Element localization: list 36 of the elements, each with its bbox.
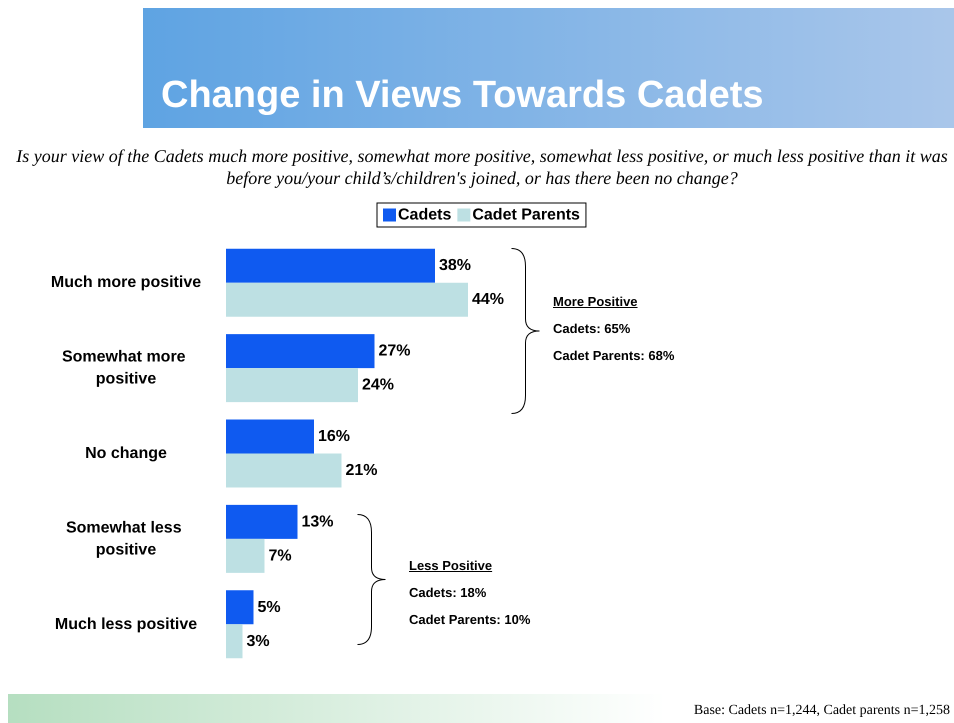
y-tick-label: Much more positive bbox=[50, 274, 202, 292]
bar bbox=[226, 624, 242, 658]
y-tick-label: Much less positive bbox=[54, 616, 198, 633]
y-tick-label: No change bbox=[85, 445, 167, 462]
bar bbox=[226, 454, 342, 488]
text: Base: Cadets n=1,244, Cadet parents n=1,258 bbox=[694, 703, 950, 719]
data-label: 16% bbox=[318, 428, 350, 445]
annotation: Cadets: 18% bbox=[409, 585, 488, 600]
data-label: 27% bbox=[378, 342, 411, 360]
data-label: 3% bbox=[246, 632, 270, 650]
bar bbox=[226, 248, 435, 283]
bar bbox=[226, 590, 254, 624]
data-label: 38% bbox=[439, 257, 472, 274]
y-tick-label: Somewhat more positive bbox=[62, 348, 190, 388]
data-label: 24% bbox=[362, 376, 394, 394]
text: More Positive bbox=[553, 294, 639, 309]
bar bbox=[226, 282, 468, 317]
bar bbox=[226, 420, 314, 454]
legend-label: Cadets bbox=[398, 206, 452, 224]
annotation: Cadet Parents: 10% bbox=[409, 612, 530, 627]
bar bbox=[226, 504, 298, 539]
chart-subtitle: Is your view of the Cadets much more positive, somewhat more positive, somewhat less positive, or much less positive than it was before you/your child’s/children's joined, or has there been no change? bbox=[15, 145, 949, 189]
data-label: 21% bbox=[346, 462, 378, 479]
y-tick-label: Somewhat less positive bbox=[66, 519, 186, 558]
legend-label: Cadet Parents bbox=[472, 206, 580, 224]
bar bbox=[226, 334, 374, 368]
data-label: 13% bbox=[302, 513, 334, 530]
bar bbox=[226, 538, 264, 573]
data-label: 44% bbox=[472, 291, 504, 308]
text: Cadets: 65% bbox=[553, 321, 632, 336]
text: Cadet Parents: 68% bbox=[553, 348, 674, 363]
annotation: Less Positive bbox=[409, 558, 494, 573]
data-label: 7% bbox=[268, 547, 292, 564]
bar bbox=[226, 368, 358, 402]
data-label: 5% bbox=[258, 598, 281, 616]
chart-title: Change in Views Towards Cadets bbox=[161, 74, 764, 117]
